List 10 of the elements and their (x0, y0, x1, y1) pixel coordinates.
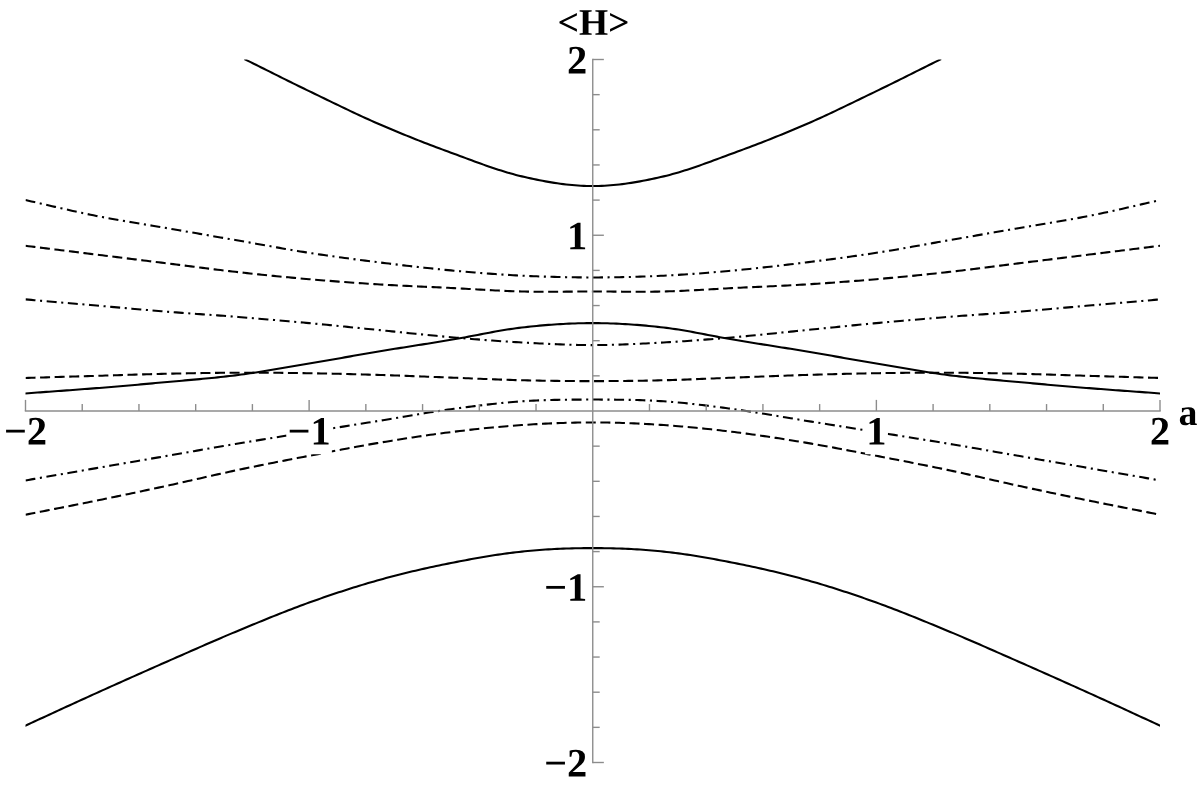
y-tick-label: 1 (570, 222, 586, 250)
x-axis-title: a (1179, 407, 1197, 426)
y-tick-label: 2 (568, 46, 586, 74)
x-tick-label: 2 (1151, 417, 1169, 445)
x-tick-label: −2 (6, 417, 46, 445)
y-tick-label: −1 (546, 574, 586, 601)
y-tick-label: −2 (546, 749, 586, 777)
x-tick-label: 1 (869, 417, 885, 445)
x-tick-label: −1 (289, 417, 329, 445)
y-axis-title: <H> (559, 10, 628, 35)
